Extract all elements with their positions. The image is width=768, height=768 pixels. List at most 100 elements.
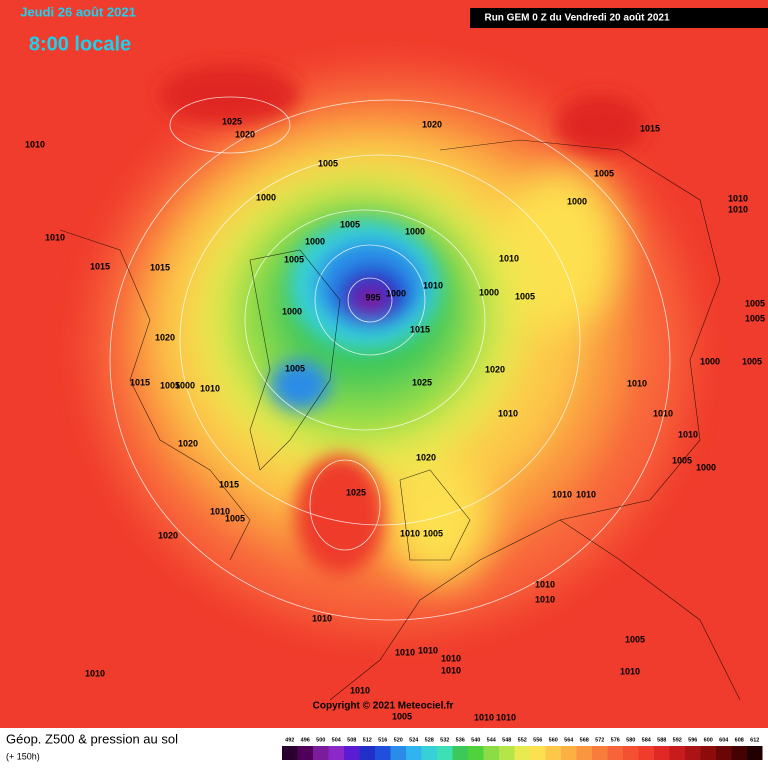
isobar-label: 1010 (620, 666, 640, 676)
isobar-label: 1005 (285, 363, 305, 373)
scale-label: 528 (425, 737, 434, 743)
isobar-label: 1005 (515, 291, 535, 301)
isobar-label: 1010 (653, 408, 673, 418)
scale-swatch (685, 746, 701, 760)
scale-swatch (468, 746, 484, 760)
scale-swatch (313, 746, 329, 760)
scale-swatch (607, 746, 623, 760)
isobar-label: 1010 (627, 378, 647, 388)
run-banner (470, 8, 768, 28)
run-info: Run GEM 0 Z du Vendredi 20 août 2021 (484, 13, 669, 24)
isobar-label: 1020 (422, 119, 442, 129)
scale-label: 548 (502, 737, 511, 743)
isobar-label: 1020 (485, 364, 505, 374)
isobar-label: 1010 (535, 579, 555, 589)
color-scale: 492 496 500 504 508 512 516 520 524 528 532 536 540 5… (282, 737, 763, 760)
isobar-label: 1005 (318, 158, 338, 168)
scale-swatch (297, 746, 313, 760)
isobar-label: 1010 (552, 489, 572, 499)
isobar-label: 1005 (745, 313, 765, 323)
isobar-label: 1010 (496, 712, 516, 722)
isobar-label: 1015 (150, 262, 170, 272)
scale-swatch (731, 746, 747, 760)
isobar-label: 1005 (672, 455, 692, 465)
scale-label: 612 (750, 737, 759, 743)
isobar-label: 1025 (346, 487, 366, 497)
isobar-label: 1010 (678, 429, 698, 439)
isobar-label: 1005 (340, 219, 360, 229)
isobar-label: 1000 (567, 196, 587, 206)
isobar-label: 1000 (696, 462, 716, 472)
scale-swatch (561, 746, 577, 760)
isobar-label: 1025 (222, 116, 242, 126)
scale-label: 576 (611, 737, 620, 743)
local-time: 8:00 locale (29, 33, 131, 55)
copyright: Copyright © 2021 Meteociel.fr (313, 701, 454, 712)
scale-swatch (406, 746, 422, 760)
scale-label: 508 (347, 737, 356, 743)
scale-swatch (437, 746, 453, 760)
isobar-label: 1005 (284, 254, 304, 264)
isobar-label: 1010 (498, 408, 518, 418)
isobar-label: 1015 (90, 261, 110, 271)
scale-label: 500 (316, 737, 325, 743)
scale-swatch (530, 746, 546, 760)
scale-label: 544 (487, 737, 497, 743)
isobar-label: 1005 (742, 356, 762, 366)
isobar-label: 1015 (130, 377, 150, 387)
isobar-label: 1010 (395, 647, 415, 657)
map-field (0, 0, 768, 728)
isobar-label: 1010 (210, 506, 230, 516)
isobar-label: 1000 (700, 356, 720, 366)
isobar-label: 1010 (535, 594, 555, 604)
isobar-label: 1000 (282, 306, 302, 316)
isobar-label: 1020 (235, 129, 255, 139)
isobar-label: 1015 (219, 479, 239, 489)
isobar-label: 1010 (499, 253, 519, 263)
scale-label: 588 (657, 737, 666, 743)
scale-label: 596 (688, 737, 697, 743)
scale-swatch (716, 746, 732, 760)
isobar-label: 1010 (474, 712, 494, 722)
scale-label: 568 (580, 737, 589, 743)
scale-label: 556 (533, 737, 542, 743)
scale-swatch (545, 746, 561, 760)
scale-swatch (328, 746, 344, 760)
isobar-label: 1000 (256, 192, 276, 202)
scale-label: 504 (332, 737, 342, 743)
lead-time: (+ 150h) (6, 751, 40, 761)
isobar-label: 1010 (85, 668, 105, 678)
isobar-label: 1010 (423, 280, 443, 290)
isobar-label: 1020 (416, 452, 436, 462)
scale-swatch (282, 746, 298, 760)
scale-label: 560 (549, 737, 558, 743)
isobar-label: 1000 (479, 287, 499, 297)
scale-swatch (576, 746, 592, 760)
scale-swatch (375, 746, 391, 760)
scale-label: 584 (642, 737, 652, 743)
scale-label: 524 (409, 737, 419, 743)
scale-label: 564 (564, 737, 574, 743)
scale-swatch (452, 746, 468, 760)
scale-label: 532 (440, 737, 449, 743)
isobar-label: 1005 (392, 711, 412, 721)
scale-swatch (700, 746, 716, 760)
scale-swatch (483, 746, 499, 760)
isobar-label: 1010 (441, 665, 461, 675)
scale-label: 540 (471, 737, 480, 743)
isobar-label: 1000 (175, 380, 195, 390)
scale-swatch (747, 746, 763, 760)
isobar-label: 1020 (155, 332, 175, 342)
scale-label: 492 (285, 737, 294, 743)
isobar-label: 1010 (576, 489, 596, 499)
isobar-label: 1010 (45, 232, 65, 242)
scale-swatch (592, 746, 608, 760)
scale-label: 552 (518, 737, 527, 743)
scale-swatch (390, 746, 406, 760)
isobar-label: 1005 (160, 380, 180, 390)
isobar-label: 1010 (418, 645, 438, 655)
scale-swatch (623, 746, 639, 760)
scale-label: 580 (626, 737, 635, 743)
scale-label: 516 (378, 737, 387, 743)
